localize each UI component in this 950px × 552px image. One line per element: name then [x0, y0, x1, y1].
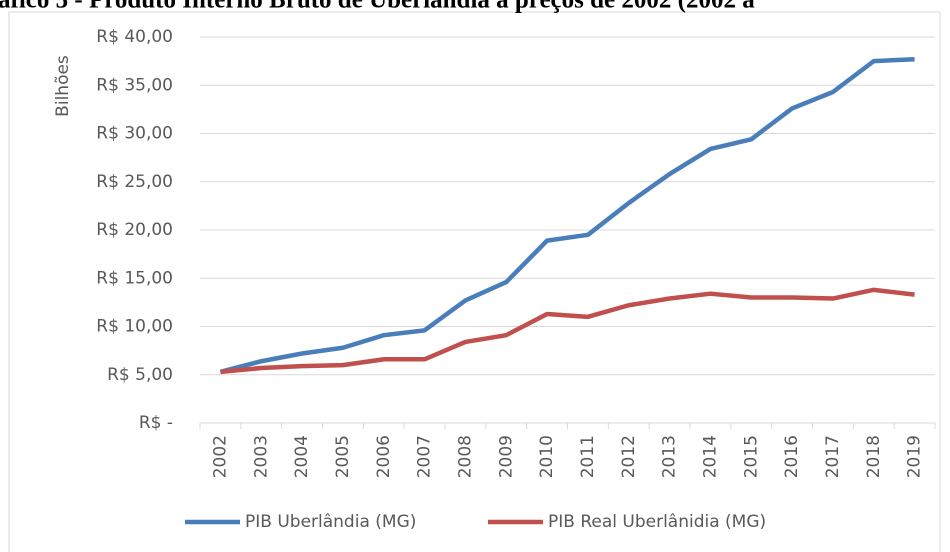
- x-tick-label: 2014: [700, 435, 720, 478]
- x-tick-label: 2013: [660, 435, 680, 478]
- legend-label: PIB Uberlândia (MG): [245, 512, 416, 532]
- x-tick-label: 2019: [905, 435, 925, 478]
- x-tick-label: 2002: [210, 435, 230, 478]
- legend-label: PIB Real Uberlânidia (MG): [548, 512, 766, 532]
- x-tick-label: 2004: [292, 435, 312, 478]
- chart-frame: [8, 11, 941, 552]
- y-tick-label: R$ 20,00: [96, 220, 173, 240]
- series-line: [219, 56, 915, 375]
- x-tick-label: 2016: [782, 435, 802, 478]
- x-tick-label: 2009: [496, 435, 516, 478]
- y-tick-label: R$ 35,00: [96, 75, 173, 95]
- chart-title: áfico 5 - Produto Interno Bruto de Uberl…: [0, 0, 755, 14]
- x-tick-label: 2010: [537, 435, 557, 478]
- y-tick-label: R$ 10,00: [96, 317, 173, 337]
- y-tick-label: R$ 15,00: [96, 268, 173, 288]
- x-tick-label: 2006: [374, 435, 394, 478]
- series-line: [220, 287, 915, 375]
- y-tick-label: R$ 5,00: [107, 365, 173, 385]
- x-tick-label: 2012: [619, 435, 639, 478]
- x-tick-label: 2005: [333, 435, 353, 478]
- y-tick-label: R$ -: [139, 413, 173, 433]
- y-tick-label: R$ 40,00: [96, 27, 173, 47]
- x-tick-label: 2015: [741, 435, 761, 478]
- y-tick-label: R$ 25,00: [96, 172, 173, 192]
- x-tick-label: 2007: [415, 435, 435, 478]
- x-tick-label: 2011: [578, 435, 598, 478]
- x-tick-label: 2003: [251, 435, 271, 478]
- x-tick-label: 2008: [455, 435, 475, 478]
- x-tick-label: 2018: [864, 435, 884, 478]
- x-tick-label: 2017: [823, 435, 843, 478]
- y-tick-label: R$ 30,00: [96, 124, 173, 144]
- y-axis-label: Bilhões: [53, 55, 73, 117]
